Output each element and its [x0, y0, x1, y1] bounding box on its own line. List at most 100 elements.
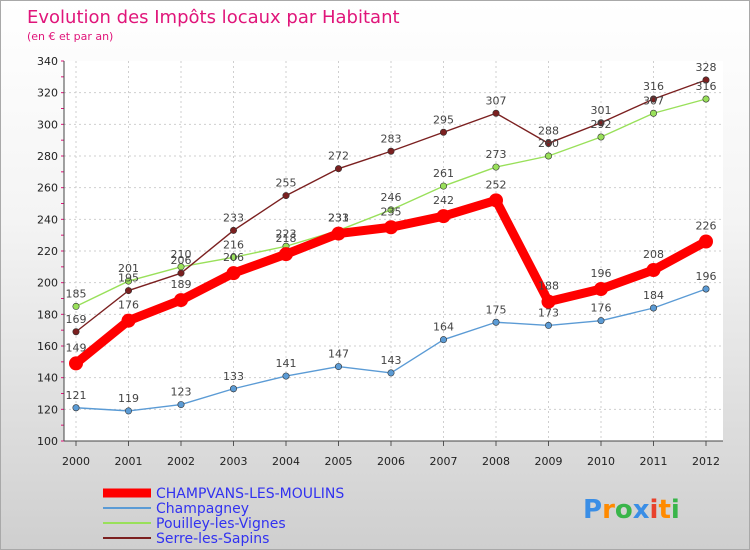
data-point-champagney	[702, 285, 710, 293]
data-label-serre-les-sapins: 316	[643, 80, 664, 93]
data-label-serre-les-sapins: 283	[381, 132, 402, 145]
legend-entry-serre-les-sapins: Serre-les-Sapins	[156, 531, 269, 547]
data-label-champvans-les-moulins: 235	[381, 205, 402, 218]
y-tick-label: 220	[37, 245, 58, 258]
data-point-champvans-les-moulins	[226, 266, 241, 281]
data-label-champagney: 175	[486, 303, 507, 316]
data-point-champvans-les-moulins	[646, 263, 661, 277]
data-point-pouilley-les-vignes	[649, 109, 657, 117]
legend-entry-champagney: Champagney	[156, 501, 249, 517]
data-label-champagney: 147	[328, 348, 349, 361]
data-label-serre-les-sapins: 288	[538, 124, 559, 137]
data-label-champvans-les-moulins: 188	[538, 280, 559, 293]
data-point-champvans-les-moulins	[331, 226, 346, 241]
data-point-serre-les-sapins	[125, 287, 133, 295]
y-tick-label: 100	[37, 435, 58, 448]
data-point-champvans-les-moulins	[384, 220, 398, 235]
y-tick-label: 280	[37, 150, 58, 163]
data-label-pouilley-les-vignes: 210	[171, 248, 192, 261]
data-point-champagney	[177, 401, 185, 409]
x-tick-label: 2006	[377, 455, 405, 468]
logo-letter: P	[583, 495, 602, 525]
data-label-pouilley-les-vignes: 216	[223, 238, 244, 251]
y-tick-label: 180	[37, 308, 58, 321]
data-labels: 121 119 123 133 141 147 143 164 175 173 176 184 196 1…	[66, 61, 717, 405]
y-tick-label: 120	[37, 403, 58, 416]
proxiti-logo-text: Proxiti	[583, 495, 680, 525]
data-label-champvans-les-moulins: 242	[433, 194, 454, 207]
legend-entry-pouilley-les-vignes: Pouilley-les-Vignes	[156, 516, 286, 532]
data-point-champvans-les-moulins	[436, 209, 451, 224]
data-point-champvans-les-moulins	[699, 234, 713, 249]
data-point-champagney	[72, 404, 80, 412]
data-point-pouilley-les-vignes	[230, 253, 238, 261]
data-label-serre-les-sapins: 307	[486, 94, 507, 107]
chart-title: Evolution des Impôts locaux par Habitant	[27, 7, 400, 28]
data-point-champvans-les-moulins	[279, 247, 293, 262]
data-point-champvans-les-moulins	[489, 193, 503, 208]
data-label-champagney: 184	[643, 289, 664, 302]
data-point-champvans-les-moulins	[594, 282, 608, 296]
data-point-serre-les-sapins	[597, 119, 605, 127]
data-label-serre-les-sapins: 206	[171, 254, 192, 267]
data-label-champvans-les-moulins: 218	[276, 232, 297, 245]
data-label-champagney: 121	[66, 389, 87, 402]
x-tick-label: 2009	[535, 455, 563, 468]
data-label-champvans-les-moulins: 149	[66, 341, 87, 354]
data-point-champagney	[597, 317, 605, 325]
data-label-pouilley-les-vignes: 246	[381, 191, 402, 204]
data-label-champagney: 133	[223, 370, 244, 383]
logo-letter: o	[615, 495, 633, 525]
legend-entry-champvans-les-moulins: CHAMPVANS-LES-MOULINS	[156, 486, 344, 502]
logo-letter: x	[633, 495, 650, 525]
data-point-pouilley-les-vignes	[439, 182, 447, 190]
gridlines	[64, 61, 723, 441]
data-point-serre-les-sapins	[649, 95, 657, 103]
data-label-serre-les-sapins: 233	[223, 211, 244, 224]
data-label-champagney: 196	[696, 270, 717, 283]
data-label-serre-les-sapins: 295	[433, 113, 454, 126]
data-point-pouilley-les-vignes	[387, 206, 395, 214]
data-label-champagney: 173	[538, 306, 559, 319]
data-point-champagney	[334, 363, 342, 371]
data-label-champvans-les-moulins: 189	[171, 278, 192, 291]
data-label-pouilley-les-vignes: 201	[118, 262, 139, 275]
data-point-pouilley-les-vignes	[702, 95, 710, 103]
proxiti-logo: Proxiti	[583, 495, 680, 525]
logo-letter: t	[658, 495, 670, 525]
data-point-pouilley-les-vignes	[125, 277, 133, 285]
data-label-pouilley-les-vignes: 280	[538, 137, 559, 150]
y-tick-label: 320	[37, 87, 58, 100]
x-tick-label: 2004	[272, 455, 300, 468]
y-tick-label: 140	[37, 372, 58, 385]
y-tick-label: 240	[37, 213, 58, 226]
data-point-champagney	[387, 369, 395, 377]
x-tick-label: 2010	[587, 455, 615, 468]
data-point-champagney	[282, 372, 290, 380]
x-tick-label: 2000	[62, 455, 90, 468]
data-point-serre-les-sapins	[282, 192, 290, 200]
data-point-serre-les-sapins	[334, 165, 342, 173]
data-point-champagney	[230, 385, 238, 393]
data-label-serre-les-sapins: 272	[328, 150, 349, 163]
data-label-serre-les-sapins: 328	[696, 61, 717, 74]
data-label-champagney: 119	[118, 392, 139, 405]
data-label-pouilley-les-vignes: 185	[66, 287, 87, 300]
data-point-pouilley-les-vignes	[492, 163, 500, 171]
data-label-serre-les-sapins: 301	[591, 104, 612, 117]
data-label-pouilley-les-vignes: 273	[486, 148, 507, 161]
data-point-champvans-les-moulins	[541, 294, 556, 309]
data-point-pouilley-les-vignes	[544, 152, 552, 160]
data-label-champagney: 176	[591, 302, 612, 315]
data-label-pouilley-les-vignes: 307	[643, 94, 664, 107]
data-label-champvans-les-moulins: 252	[486, 178, 507, 191]
x-tick-label: 2003	[220, 455, 248, 468]
logo-letter: i	[650, 495, 659, 525]
data-point-champvans-les-moulins	[69, 356, 83, 371]
y-tick-label: 340	[37, 55, 58, 68]
data-label-champvans-les-moulins: 208	[643, 248, 664, 261]
x-tick-label: 2005	[325, 455, 353, 468]
data-label-serre-les-sapins: 169	[66, 313, 87, 326]
data-label-pouilley-les-vignes: 233	[328, 211, 349, 224]
